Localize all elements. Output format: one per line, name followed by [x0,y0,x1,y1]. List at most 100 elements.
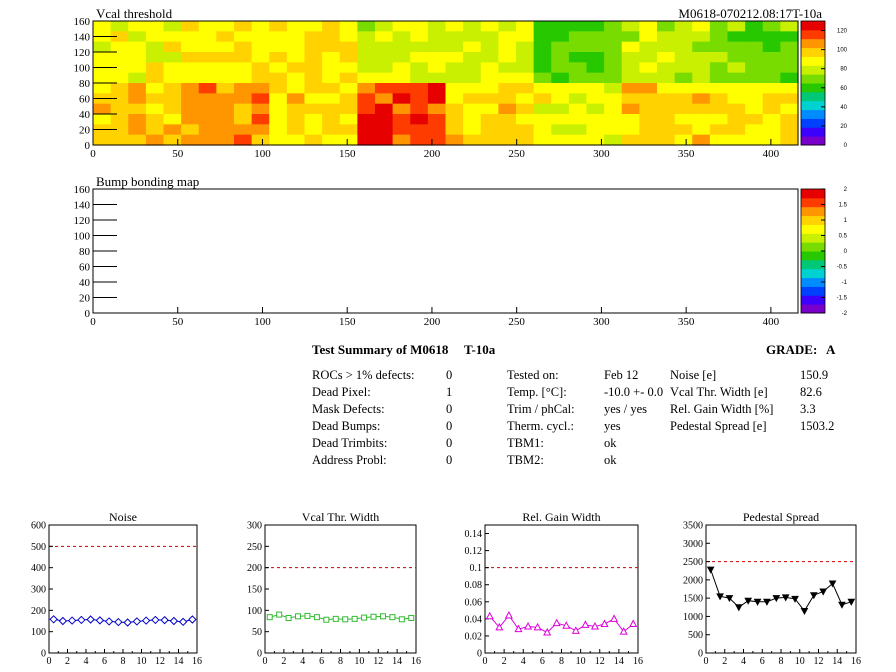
x-tick-label: 4 [521,656,526,667]
condition-label: Therm. cycl.: [507,419,574,433]
y-tick-label: 0.1 [470,563,483,574]
heatmap-cell [445,134,464,146]
heatmap-cell [657,41,676,53]
heatmap-cell [269,41,288,53]
heatmap-cell [427,114,447,125]
heatmap-cell [286,62,306,74]
heatmap-cell [286,124,306,136]
heatmap-cell [269,21,288,32]
heatmap-cell [621,134,640,146]
x-tick-label: 6 [760,656,765,667]
heatmap-cell [657,52,676,63]
heatmap-cell [286,41,306,53]
heatmap-cell [251,114,270,125]
heatmap-cell [145,103,165,115]
heatmap-cell [674,114,693,125]
heatmap-cell [286,72,306,84]
y-tick-label: 3000 [683,539,703,550]
heatmap-cell [251,134,270,146]
color-scale: -2 -1.5 -1 -0.5 0 0.5 1 1.5 2 [800,187,848,317]
roc-block [269,21,358,84]
heatmap-cell [145,41,165,53]
heatmap-cell [286,103,306,115]
data-point [543,627,552,636]
color-scale-band [801,304,825,314]
data-point [178,617,188,627]
heatmap-cell [216,31,235,43]
heatmap-cell [251,41,270,53]
heatmap-cell [516,72,535,84]
plot-frame [264,524,417,654]
data-point [495,622,504,631]
heatmap-cell [234,21,253,32]
heatmap-cell [727,103,746,115]
heatmap-cell [745,93,764,105]
heatmap-cell [339,103,358,115]
heatmap-cell [110,124,129,136]
defect-label: Dead Trimbits: [312,436,388,450]
y-tick-label: 2500 [683,557,703,568]
heatmap-cell [762,93,781,105]
y-tick-label: 500 [31,542,46,553]
heatmap-cell [480,124,499,136]
x-tick-label: 8 [559,656,564,667]
heatmap-cell [568,93,588,105]
heatmap-cell [269,83,288,94]
color-scale-band [801,56,825,66]
heatmap-cell [427,52,447,63]
heatmap-cell [551,124,570,136]
heatmap-cell [533,72,552,84]
heatmap-cell [93,83,112,94]
heatmap-cell [357,103,376,115]
heatmap-cell [692,93,711,105]
color-scale-band [801,65,825,75]
heatmap-cell [463,21,482,32]
heatmap-cell [727,21,746,32]
y-tick-label: 120 [74,47,91,59]
data-point [716,593,724,601]
heatmap-cell [251,93,270,105]
heatmap-cell [498,124,517,136]
heatmap-cell [692,124,711,136]
heatmap-cell [181,41,200,53]
heatmap-cell [533,31,552,43]
heatmap-cell [251,21,270,32]
heatmap-cell [128,62,147,74]
heatmap-cell [251,103,270,115]
y-tick-label: 0 [257,649,262,660]
heatmap-cell [568,103,588,115]
heatmap-cell [533,83,552,94]
heatmap-cell [181,62,200,74]
heatmap-cell [181,103,200,115]
heatmap-cell [163,93,182,105]
z-tick-label: -2 [842,311,848,317]
heatmap-cell [516,31,535,43]
heatmap-cell [145,134,165,146]
heatmap-cell [709,72,729,84]
heatmap-cell [762,124,781,136]
y-tick-label: 140 [74,200,91,212]
data-point [398,616,405,623]
data-point [706,566,715,574]
y-tick-label: 100 [74,231,91,243]
x-tick-label: 100 [254,316,271,328]
heatmap-cell [621,103,640,115]
heatmap-cell [269,62,288,74]
roc-block [709,21,799,84]
heatmap-cell [657,31,676,43]
data-point [504,610,513,619]
color-scale-band [801,215,825,225]
condition-value: Feb 12 [604,368,639,382]
heatmap-cell [216,83,235,94]
y-tick-label: 100 [247,606,262,617]
color-scale-band [801,251,825,261]
data-point [332,615,339,622]
x-tick-label: 8 [121,656,126,667]
heatmap-cell [657,114,676,125]
heatmap-cell [639,52,658,63]
heatmap-cell [498,72,517,84]
defect-value: 1 [446,385,453,399]
heatmap-cell [621,62,640,74]
heatmap-cell [445,41,464,53]
heatmap-cell [110,52,129,63]
